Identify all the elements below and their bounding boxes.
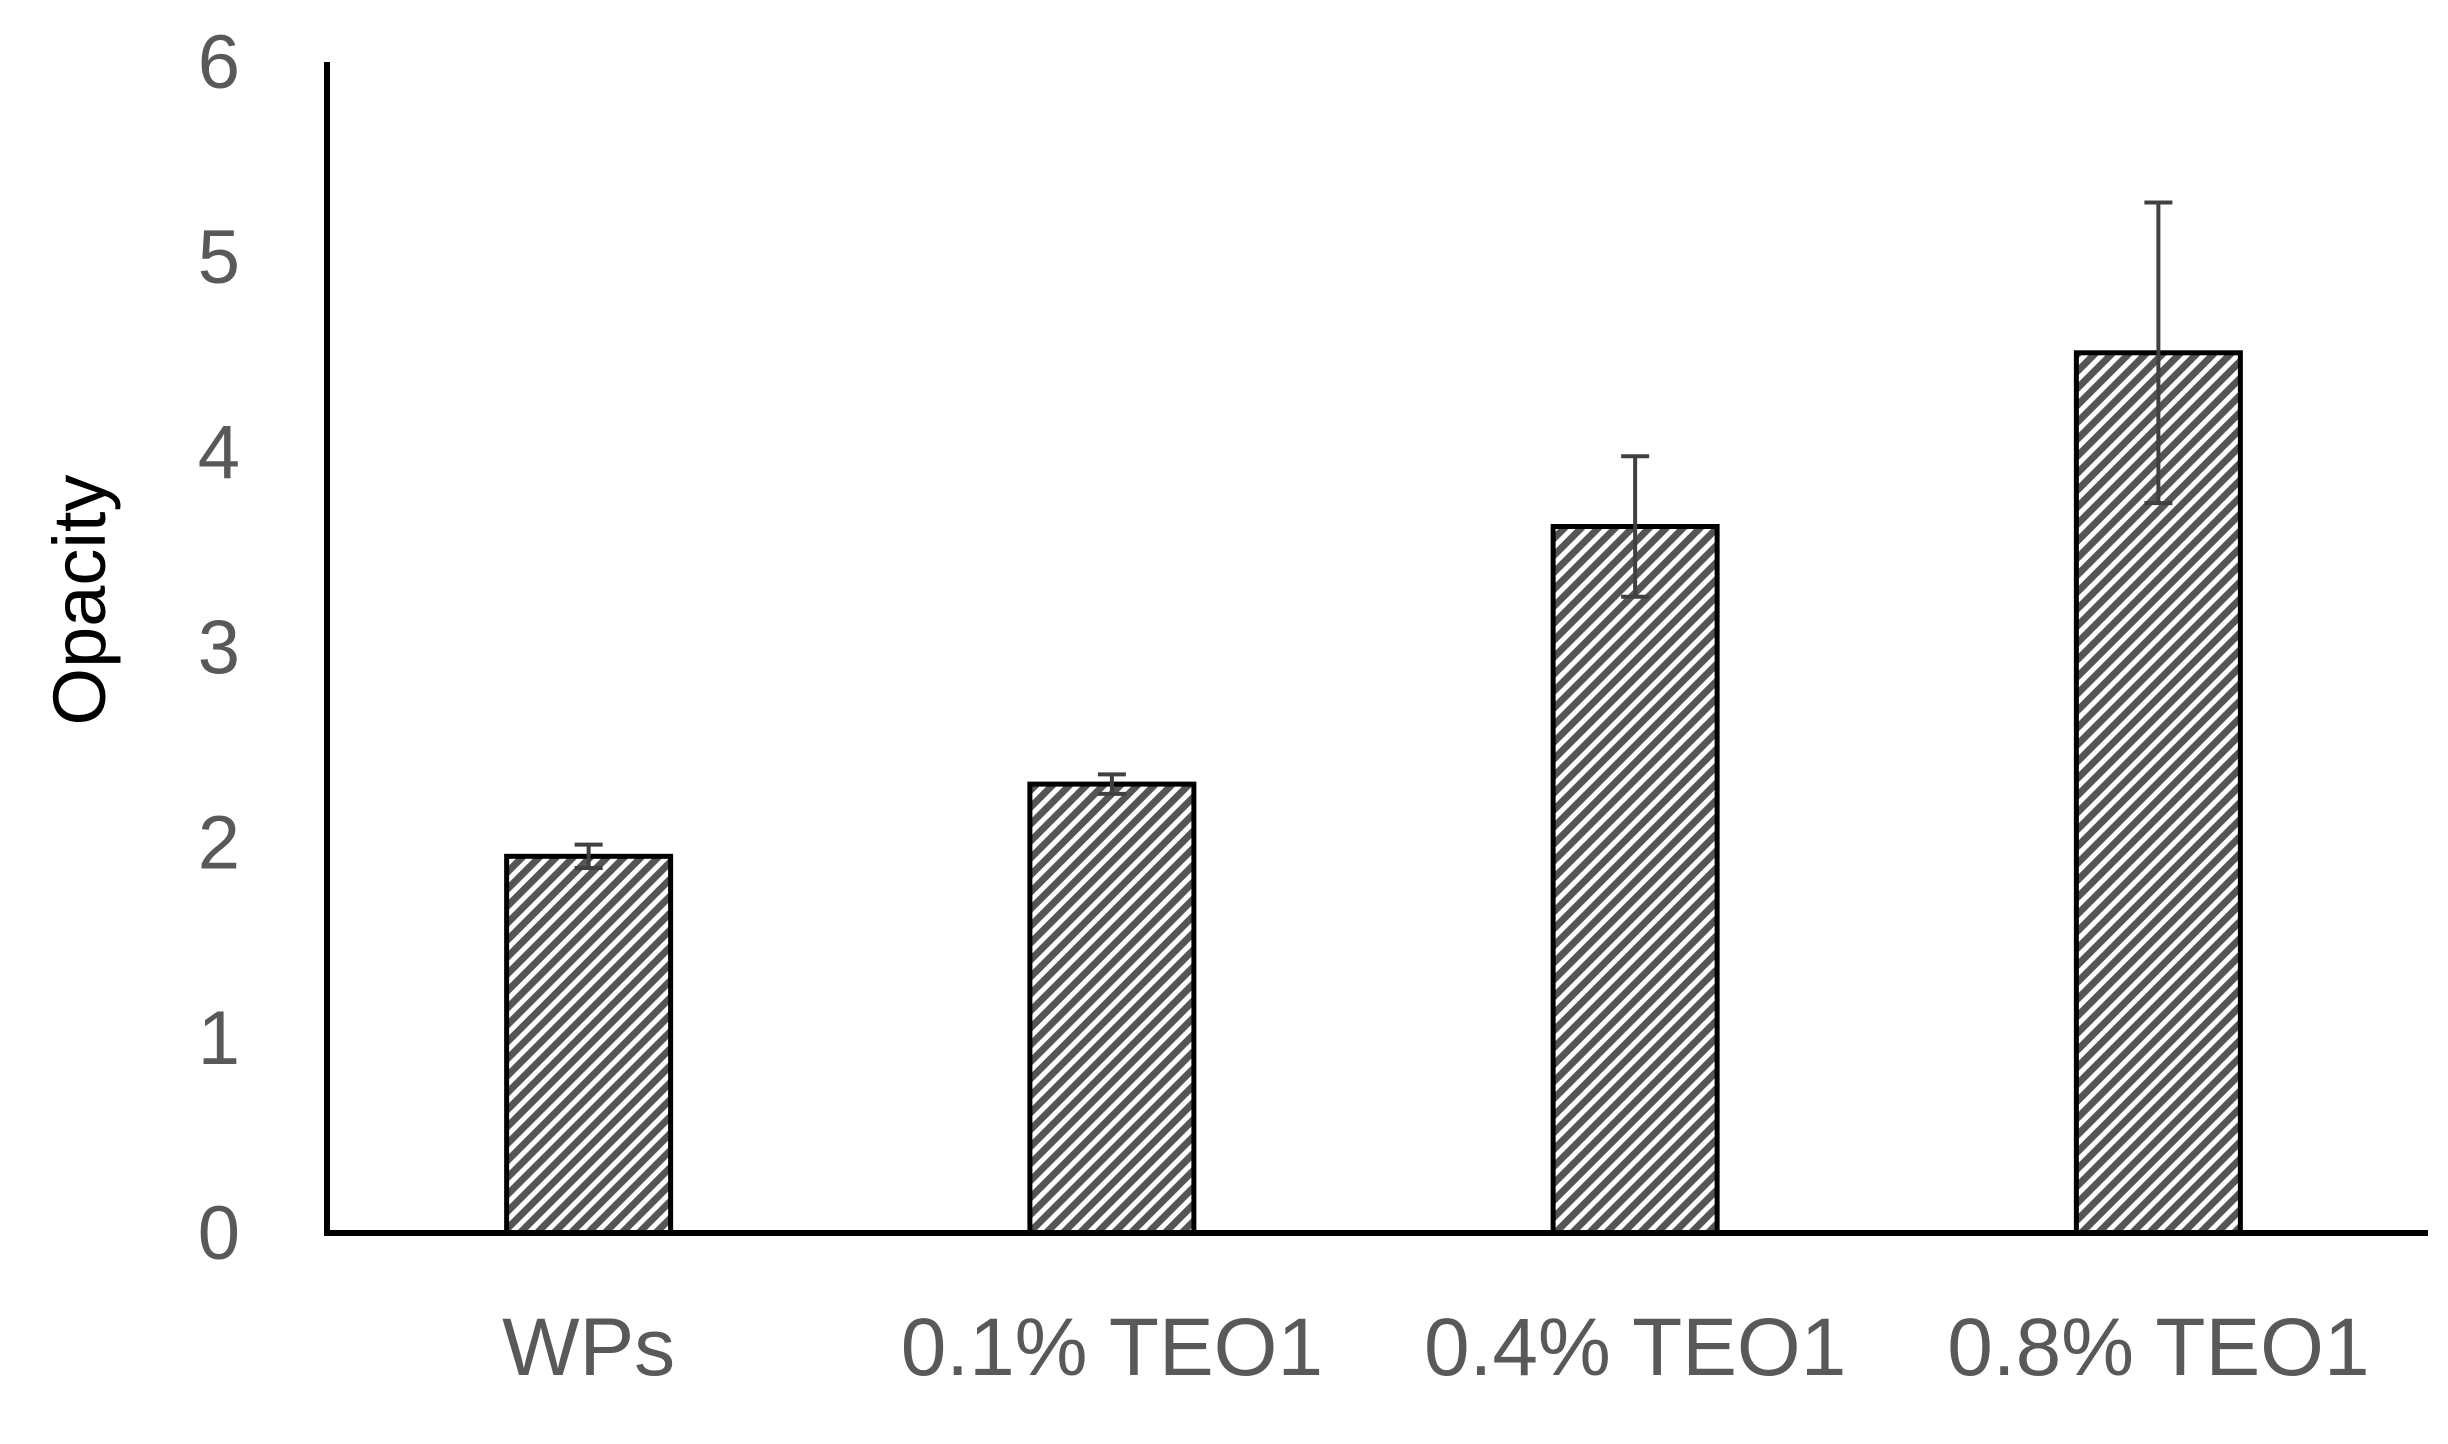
y-axis-label: Opacity xyxy=(38,475,121,726)
y-tick-label: 2 xyxy=(198,801,240,886)
x-tick-label: 0.8% TEO1 xyxy=(1947,1302,2369,1393)
error-bar xyxy=(2144,200,2173,506)
x-tick-label: 0.1% TEO1 xyxy=(901,1302,1323,1393)
y-tick-label: 0 xyxy=(198,1191,240,1276)
y-tick-label: 5 xyxy=(198,215,240,300)
x-tick-label: 0.4% TEO1 xyxy=(1424,1302,1846,1393)
y-tick-label: 6 xyxy=(198,20,240,105)
y-tick-label: 3 xyxy=(198,606,240,691)
x-tick-labels: WPs 0.1% TEO1 0.4% TEO1 0.8% TEO1 xyxy=(502,1302,2369,1393)
y-tick-label: 4 xyxy=(198,410,240,495)
error-bar xyxy=(1621,454,1650,599)
bars xyxy=(504,350,2243,1236)
error-bars xyxy=(574,200,2173,871)
bar xyxy=(504,853,674,1236)
bar xyxy=(1027,781,1197,1236)
bar xyxy=(1550,523,1720,1236)
y-tick-label: 1 xyxy=(198,996,240,1081)
error-bar xyxy=(574,842,603,871)
x-tick-label: WPs xyxy=(502,1302,675,1393)
error-bar xyxy=(1097,772,1126,796)
y-tick-labels: 0 1 2 3 4 5 6 xyxy=(198,20,240,1276)
